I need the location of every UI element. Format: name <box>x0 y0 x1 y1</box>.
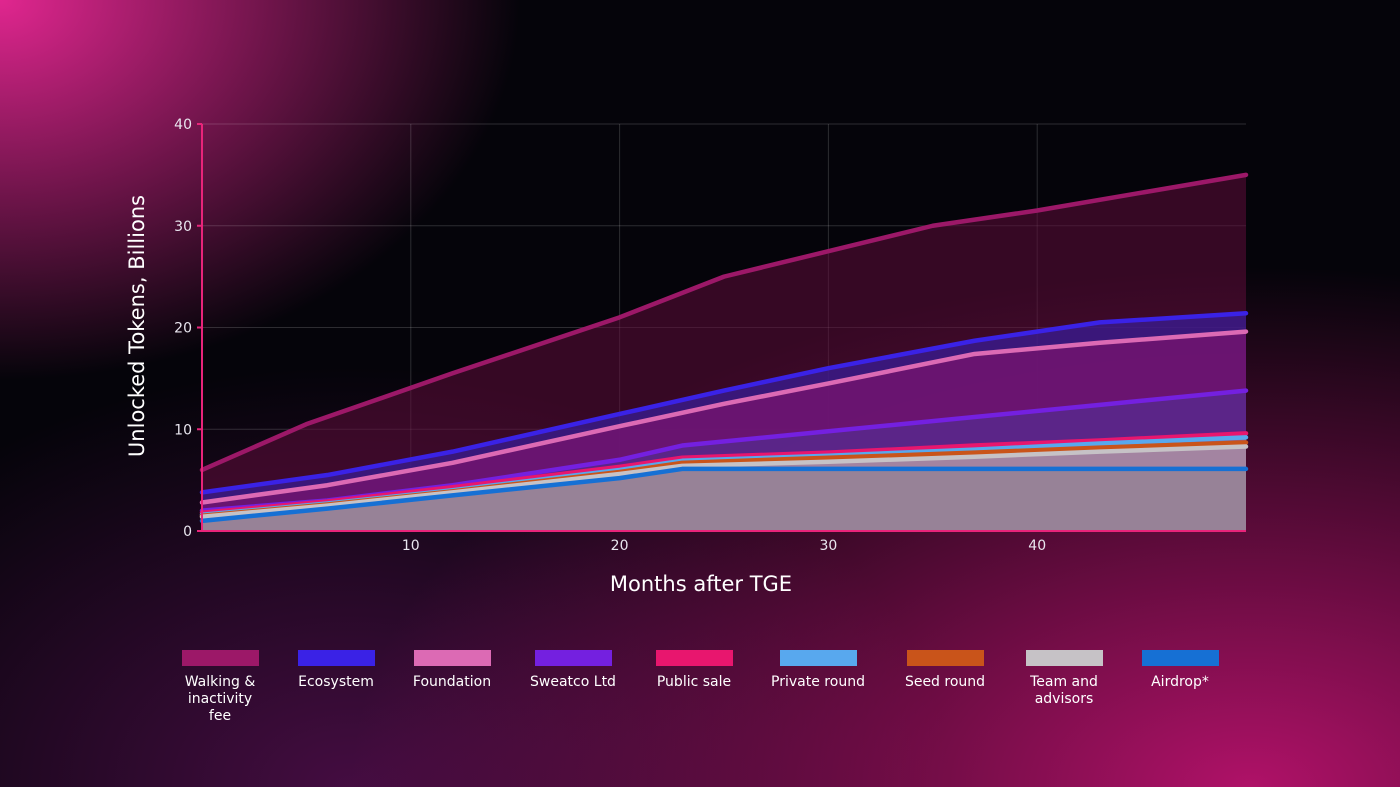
series-lines <box>199 172 1249 524</box>
legend-swatch <box>181 650 259 666</box>
axes <box>197 123 1246 532</box>
y-tick-label: 30 <box>174 219 192 235</box>
y-tick-label: 10 <box>174 422 192 438</box>
tick-labels: 0 10 20 30 40 10 20 30 40 <box>174 117 1046 554</box>
legend-item: Public sale <box>639 650 749 691</box>
y-tick-label: 0 <box>183 524 192 540</box>
legend-label: Public sale <box>656 674 732 690</box>
legend-item: Foundation <box>397 650 507 691</box>
legend-label: Ecosystem <box>298 674 374 690</box>
legend-item: Sweatco Ltd <box>518 650 628 691</box>
x-tick-label: 20 <box>611 538 629 554</box>
series-area <box>202 468 1246 531</box>
x-tick-label: 40 <box>1028 538 1046 554</box>
legend-label: Walking & inactivity fee <box>184 674 256 724</box>
legend-item: Walking & inactivity fee <box>165 650 275 725</box>
series-line <box>199 172 1249 473</box>
legend-swatch <box>655 650 733 666</box>
series-line <box>199 311 1249 495</box>
y-axis-title: Unlocked Tokens, Billions <box>125 195 149 457</box>
legend-item: Team and advisors <box>1009 650 1119 708</box>
legend-label: Seed round <box>904 674 986 690</box>
legend-label: Private round <box>771 674 865 690</box>
legend-label: Airdrop* <box>1151 674 1209 690</box>
legend-swatch <box>1025 650 1103 666</box>
series-line <box>199 466 1249 524</box>
y-tick-label: 20 <box>174 321 192 337</box>
legend-item: Seed round <box>890 650 1000 691</box>
legend-swatch <box>413 650 491 666</box>
legend-label: Foundation <box>412 674 492 690</box>
legend-label: Sweatco Ltd <box>530 674 616 690</box>
x-axis-title: Months after TGE <box>610 572 792 596</box>
series-line <box>199 431 1249 515</box>
legend-swatch <box>779 650 857 666</box>
series-line <box>199 329 1249 505</box>
series-line <box>199 444 1249 520</box>
legend-swatch <box>906 650 984 666</box>
legend-swatch <box>534 650 612 666</box>
x-tick-label: 30 <box>819 538 837 554</box>
legend-item: Airdrop* <box>1125 650 1235 691</box>
legend-item: Private round <box>763 650 873 691</box>
x-tick-label: 10 <box>402 538 420 554</box>
legend-item: Ecosystem <box>281 650 391 691</box>
legend-label: Team and advisors <box>1030 674 1098 707</box>
y-tick-label: 40 <box>174 117 192 133</box>
legend-swatch <box>297 650 375 666</box>
legend: Walking & inactivity fee Ecosystem Foundat… <box>170 650 1240 740</box>
legend-swatch <box>1141 650 1219 666</box>
